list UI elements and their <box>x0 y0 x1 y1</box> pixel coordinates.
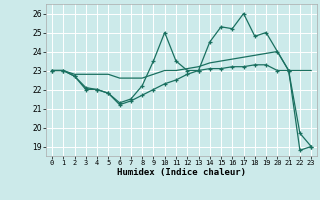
X-axis label: Humidex (Indice chaleur): Humidex (Indice chaleur) <box>117 168 246 177</box>
